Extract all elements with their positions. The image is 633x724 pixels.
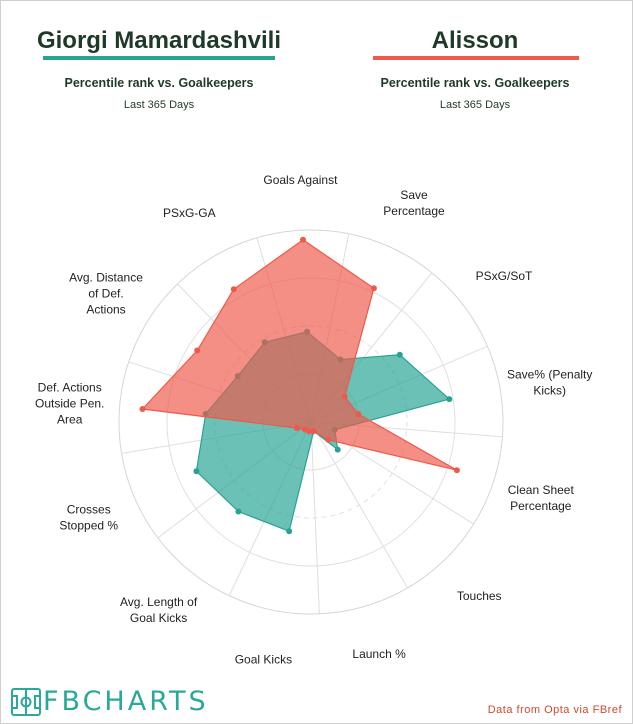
radar-data-point [230,286,237,293]
radar-data-point [139,406,146,412]
axis-label: Goal Kicks [235,652,292,666]
axis-label: Save Percentage [383,188,445,218]
player-1-name: Giorgi Mamardashvili [36,27,282,54]
axis-label: Crosses Stopped % [59,503,118,533]
axis-label: PSxG/SoT [476,269,533,283]
radar-data-point [193,468,200,475]
radar-data-point [334,446,341,453]
player-1-period: Last 365 Days [123,99,195,111]
axis-label: Avg. Distance of Def. Actions [69,270,143,316]
axis-label: Touches [457,589,502,603]
axis-label: Save% (Penalty Kicks) [507,367,592,397]
player-2-color-bar [373,56,579,60]
radar-data-point [446,396,453,403]
axis-label: Goals Against [263,173,338,187]
data-source-note: Data from Opta via FBref [487,704,622,716]
radar-data-point [341,393,348,400]
radar-data-point [310,428,317,435]
radar-data-point [293,425,300,432]
radar-data-point [396,351,403,358]
radar-data-point [302,426,308,433]
radar-data-point [325,436,332,443]
radar-data-point [194,347,201,354]
player-1-color-bar [43,56,275,60]
axis-label: Avg. Length of Goal Kicks [120,595,198,625]
radar-data-point [300,236,306,243]
player-2-subtitle: Percentile rank vs. Goalkeepers [380,76,570,90]
axis-label: Launch % [352,647,406,661]
player-1-subtitle: Percentile rank vs. Goalkeepers [64,76,254,90]
radar-data-point [235,508,242,515]
player-2-name: Alisson [431,27,519,54]
axis-label: Clean Sheet Percentage [508,483,575,513]
radar-data-point [355,411,362,418]
radar-data-point [453,467,460,474]
radar-series [139,236,460,535]
brand-logo-text: FBCHARTS [43,686,209,717]
axis-label: Def. Actions Outside Pen. Area [35,380,104,426]
pitch-logo-icon [11,688,41,716]
radar-axis-labels: Goals Against Save Percentage PSxG/SoT Save%… [35,173,592,666]
radar-grid-ring [118,229,504,615]
radar-data-point [370,285,377,292]
radar-data-point [286,528,293,535]
player-2-period: Last 365 Days [439,99,511,111]
axis-label: PSxG-GA [163,206,216,220]
